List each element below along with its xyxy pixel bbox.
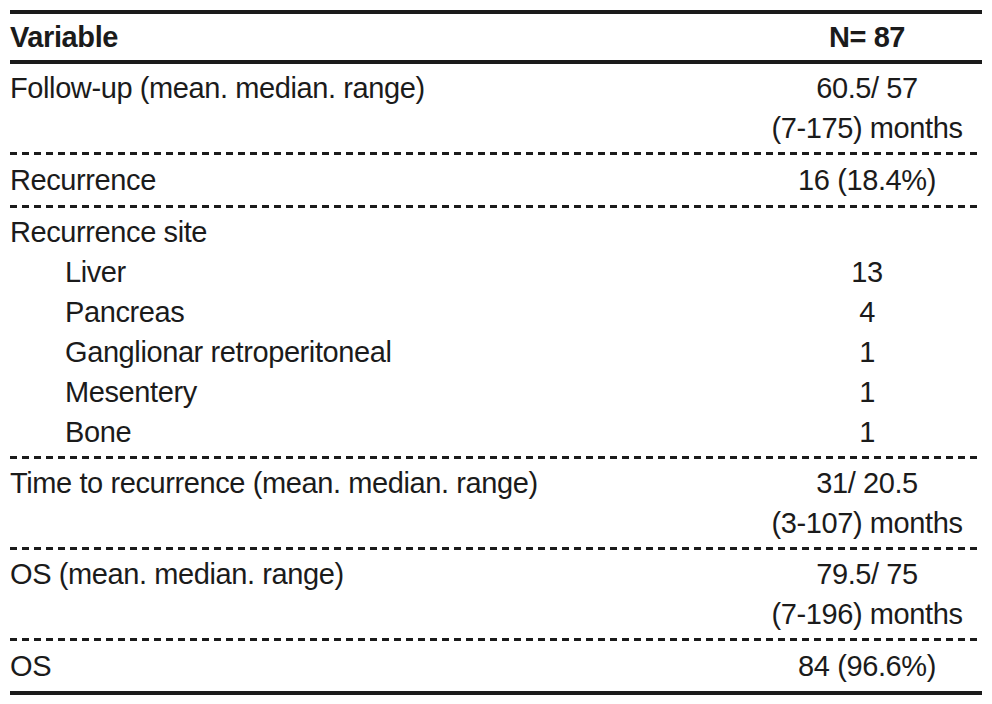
row-label: OS (mean. median. range) bbox=[10, 554, 752, 594]
value-line: 84 (96.6%) bbox=[752, 646, 982, 686]
value-line: (7-196) months bbox=[752, 594, 982, 634]
value-line: 79.5/ 75 bbox=[752, 554, 982, 594]
table-row: Follow-up (mean. median. range) 60.5/ 57… bbox=[10, 68, 982, 148]
row-label: OS bbox=[10, 646, 752, 686]
row-value: 79.5/ 75 (7-196) months bbox=[752, 554, 982, 634]
table-row: OS 84 (96.6%) bbox=[10, 646, 982, 686]
value-line: (3-107) months bbox=[752, 503, 982, 543]
header-n-count: N= 87 bbox=[752, 17, 982, 57]
table-sub-row: Ganglionar retroperitoneal 1 bbox=[10, 332, 982, 372]
sub-row-value: 4 bbox=[752, 292, 982, 332]
table-row: OS (mean. median. range) 79.5/ 75 (7-196… bbox=[10, 554, 982, 634]
row-recurrence: Recurrence 16 (18.4%) bbox=[10, 155, 982, 205]
sub-row-value: 1 bbox=[752, 332, 982, 372]
sub-row-label: Mesentery bbox=[10, 372, 752, 412]
page: Variable N= 87 Follow-up (mean. median. … bbox=[0, 0, 992, 695]
sub-row-label: Bone bbox=[10, 412, 752, 452]
table-row: Time to recurrence (mean. median. range)… bbox=[10, 463, 982, 543]
sub-row-value: 1 bbox=[752, 412, 982, 452]
value-line: 60.5/ 57 bbox=[752, 68, 982, 108]
sub-row-label: Liver bbox=[10, 252, 752, 292]
table-header-row: Variable N= 87 bbox=[10, 14, 982, 64]
row-label: Recurrence site bbox=[10, 212, 752, 252]
sub-row-value: 13 bbox=[752, 252, 982, 292]
sub-row-label: Ganglionar retroperitoneal bbox=[10, 332, 752, 372]
value-line: (7-175) months bbox=[752, 108, 982, 148]
row-value: 16 (18.4%) bbox=[752, 160, 982, 200]
row-follow-up: Follow-up (mean. median. range) 60.5/ 57… bbox=[10, 64, 982, 152]
table-row: Recurrence site bbox=[10, 212, 982, 252]
table-sub-row: Mesentery 1 bbox=[10, 372, 982, 412]
table-sub-row: Pancreas 4 bbox=[10, 292, 982, 332]
row-label: Time to recurrence (mean. median. range) bbox=[10, 463, 752, 503]
sub-row-label: Pancreas bbox=[10, 292, 752, 332]
row-time-to-recurrence: Time to recurrence (mean. median. range)… bbox=[10, 459, 982, 547]
table-sub-row: Liver 13 bbox=[10, 252, 982, 292]
table-sub-row: Bone 1 bbox=[10, 412, 982, 452]
value-line: 31/ 20.5 bbox=[752, 463, 982, 503]
row-value: 31/ 20.5 (3-107) months bbox=[752, 463, 982, 543]
row-label: Recurrence bbox=[10, 160, 752, 200]
row-os: OS 84 (96.6%) bbox=[10, 641, 982, 691]
sub-row-value: 1 bbox=[752, 372, 982, 412]
row-value: 84 (96.6%) bbox=[752, 646, 982, 686]
value-line: 16 (18.4%) bbox=[752, 160, 982, 200]
table-row: Recurrence 16 (18.4%) bbox=[10, 160, 982, 200]
row-os-mean-median-range: OS (mean. median. range) 79.5/ 75 (7-196… bbox=[10, 550, 982, 638]
row-recurrence-site: Recurrence site Liver 13 Pancreas 4 Gang… bbox=[10, 208, 982, 456]
row-value: 60.5/ 57 (7-175) months bbox=[752, 68, 982, 148]
outcomes-table: Variable N= 87 Follow-up (mean. median. … bbox=[10, 10, 982, 695]
row-label: Follow-up (mean. median. range) bbox=[10, 68, 752, 108]
header-variable: Variable bbox=[10, 17, 752, 57]
